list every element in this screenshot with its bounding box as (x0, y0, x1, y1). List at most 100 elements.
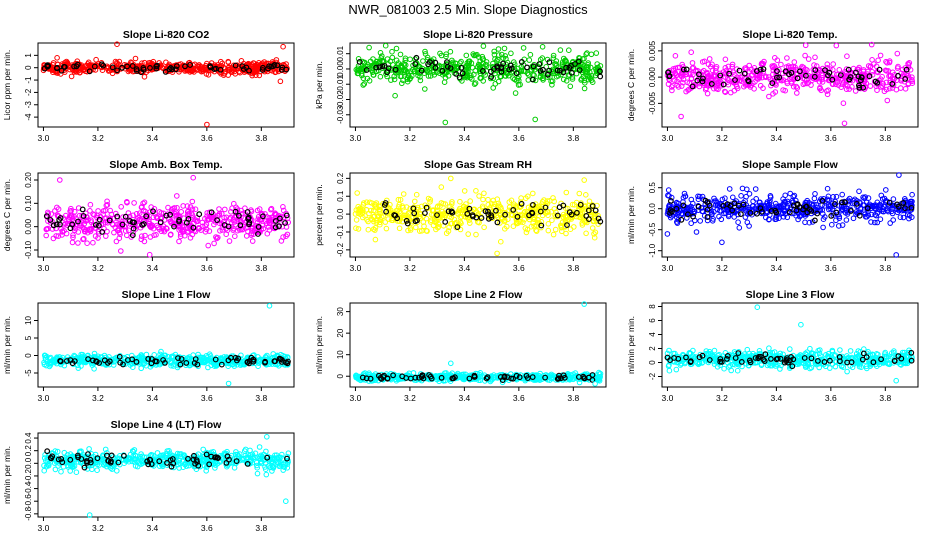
data-point (567, 226, 574, 232)
data-point (743, 208, 749, 214)
data-point (877, 216, 884, 222)
data-point (530, 190, 536, 197)
outlier-point (833, 42, 840, 49)
reference-point (167, 64, 174, 71)
reference-point (166, 66, 173, 73)
reference-point (856, 84, 863, 91)
data-point (842, 210, 849, 216)
outlier-point (719, 239, 725, 246)
y-tick-label: 0.00 (336, 61, 345, 77)
data-point (688, 220, 695, 226)
reference-point (260, 64, 266, 71)
reference-point (50, 222, 57, 229)
reference-point (93, 358, 99, 365)
data-point (449, 199, 455, 205)
data-point (884, 97, 891, 104)
data-point (840, 100, 847, 106)
data-point (495, 56, 501, 63)
data-point (531, 377, 538, 383)
reference-point (485, 208, 491, 215)
data-point (884, 60, 890, 66)
data-point (756, 74, 763, 81)
data-point (563, 58, 569, 65)
data-point (229, 205, 235, 211)
reference-point (145, 356, 152, 362)
data-point (430, 222, 437, 229)
reference-point (856, 212, 863, 219)
plot-frame (349, 42, 607, 128)
data-point (132, 55, 139, 62)
data-point (103, 233, 109, 239)
reference-point (106, 217, 113, 224)
x-tick-label: 3.4 (770, 393, 782, 403)
data-point (506, 199, 513, 205)
data-point (212, 359, 219, 365)
data-point (168, 206, 175, 213)
data-point (563, 78, 570, 84)
data-point (104, 228, 110, 235)
x-tick-label: 3.0 (662, 393, 674, 403)
data-point (446, 213, 453, 220)
data-point (754, 75, 761, 81)
reference-point (414, 217, 420, 224)
data-point (229, 220, 235, 226)
data-point (472, 68, 479, 74)
reference-point (359, 374, 366, 381)
data-point (413, 191, 420, 198)
data-point (761, 202, 768, 209)
data-point (391, 73, 398, 80)
x-tick-label: 3.2 (92, 393, 104, 403)
data-point (533, 227, 539, 233)
data-points (664, 41, 916, 127)
data-point (177, 233, 184, 240)
data-point (424, 54, 431, 61)
reference-point (80, 213, 87, 219)
data-point (125, 210, 132, 216)
data-point (65, 216, 72, 222)
reference-point (248, 354, 255, 361)
data-point (230, 67, 236, 73)
data-point (360, 207, 366, 214)
x-tick-label: 3.6 (201, 133, 213, 143)
reference-point (864, 205, 871, 212)
x-tick-label: 3.8 (567, 133, 579, 143)
data-point (545, 221, 552, 227)
data-point (407, 205, 414, 212)
y-tick-label: 0.00 (24, 218, 33, 234)
data-point (593, 372, 599, 379)
reference-point (794, 75, 801, 82)
data-point (596, 375, 602, 381)
y-tick-label: -0.10 (24, 240, 33, 259)
data-point (549, 375, 555, 381)
data-point (784, 78, 790, 85)
x-tick-label: 3.2 (404, 393, 416, 403)
data-point (734, 83, 740, 90)
data-point (766, 93, 772, 100)
data-point (586, 198, 593, 205)
data-point (427, 199, 433, 205)
y-tick-label: -2 (24, 88, 33, 96)
data-point (535, 217, 541, 223)
outlier-point (480, 43, 487, 49)
reference-point (803, 72, 809, 79)
data-point (713, 77, 720, 83)
data-point (185, 229, 191, 236)
reference-point (684, 211, 691, 218)
data-point (532, 77, 539, 84)
data-point (424, 228, 430, 234)
data-point (43, 232, 50, 239)
reference-point (178, 356, 185, 362)
reference-point (839, 199, 845, 206)
data-point (248, 208, 255, 215)
data-point (417, 74, 423, 80)
data-point (284, 231, 291, 238)
x-tick-label: 3.8 (255, 263, 267, 273)
panel-title: Slope Line 1 Flow (122, 289, 212, 301)
data-point (471, 81, 478, 87)
reference-point (283, 212, 290, 219)
data-point (791, 59, 798, 65)
data-point (510, 75, 516, 81)
reference-point (56, 216, 63, 223)
data-point (825, 197, 831, 204)
reference-point (530, 63, 537, 70)
